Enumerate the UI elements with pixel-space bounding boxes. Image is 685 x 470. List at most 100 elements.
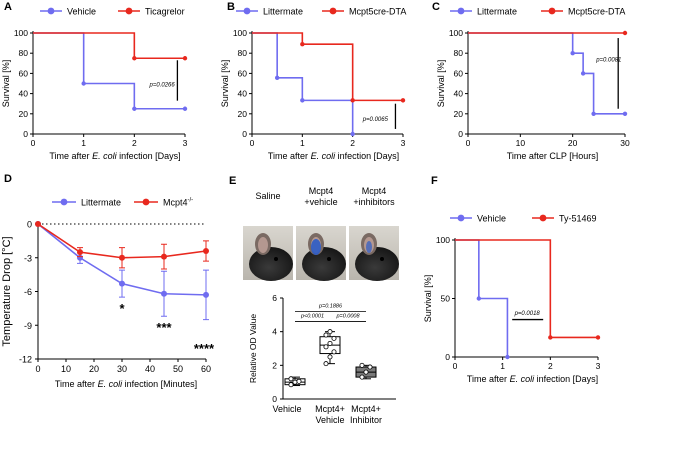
p-value-annotation: p=0.0266 [149, 83, 176, 89]
y-tick-label: 60 [19, 68, 29, 78]
data-point [161, 290, 167, 297]
legend-label: Vehicle [67, 7, 96, 17]
mouse-eye [274, 257, 278, 261]
panel-e: Saline Mcpt4+vehicleMcpt4+inhibitors0246R… [243, 186, 399, 425]
legend-label: Mcpt5cre-DTA [349, 7, 406, 17]
mouse-photo-2 [296, 226, 346, 281]
data-point [359, 374, 365, 380]
legend-label: Ty-51469 [559, 214, 597, 224]
data-point [288, 376, 294, 382]
y-tick-label: 40 [454, 89, 464, 99]
y-tick-label: 100 [436, 235, 450, 245]
data-point [331, 335, 337, 341]
series-line-vehicle [33, 32, 185, 110]
data-point [203, 291, 209, 298]
dye-stain [366, 241, 372, 253]
x-tick-label: 20 [89, 364, 99, 374]
y-tick-label: -9 [24, 321, 32, 331]
panel-d: 0 10 20 30 40 50 60 0 -3 -6 -9 -12 Temperature Drop … [1, 198, 215, 390]
y-tick-label: 20 [454, 109, 464, 119]
data-point [300, 98, 305, 103]
mouse-body [249, 247, 293, 281]
data-point [119, 280, 125, 287]
x-tick-label: 3 [401, 138, 406, 148]
x-tick-label: 3 [596, 361, 601, 371]
data-point [359, 362, 365, 368]
panel-c: 0 10 20 30 0 20 40 60 80 100 Survival [%] Time afte… [436, 7, 630, 162]
x-tick-label: 50 [173, 364, 183, 374]
y-tick-label: 50 [441, 294, 451, 304]
data-point [363, 369, 369, 375]
panel-letter-a: A [4, 1, 12, 13]
data-point [161, 253, 167, 260]
x-tick-label: 3 [183, 138, 188, 148]
data-point [331, 349, 337, 355]
y-tick-label: 80 [19, 48, 29, 58]
y-tick-label: 60 [238, 68, 248, 78]
series-line-littermate [252, 32, 354, 134]
data-point [288, 382, 294, 388]
y-axis-label: Survival [%] [220, 60, 230, 108]
comparison-p-value: p<0.0001 [300, 314, 324, 320]
x-axis-label: Time after E. coli infection [Days] [49, 151, 180, 161]
x-tick-label: Mcpt4+ [351, 404, 381, 414]
data-point [595, 335, 601, 340]
y-axis-label: Survival [%] [423, 275, 433, 323]
y-tick-label: -12 [19, 355, 32, 365]
data-point [400, 98, 406, 103]
y-axis-label: Survival [%] [436, 60, 446, 108]
photo-caption: Mcpt4 [362, 186, 387, 196]
y-axis-label: Relative OD Value [248, 314, 258, 384]
series-line-ticagrelor [33, 32, 185, 60]
x-tick-label: 0 [250, 138, 255, 148]
legend-swatch-dot [457, 214, 465, 222]
panel-letter-f: F [431, 175, 438, 187]
legend-label: Littermate [81, 198, 121, 208]
data-point [505, 354, 510, 360]
y-tick-label: 80 [454, 48, 464, 58]
data-point [622, 30, 628, 36]
legend-swatch-dot [60, 198, 68, 206]
panel-letter-d: D [4, 173, 12, 185]
data-point [327, 354, 333, 360]
panel-letter-c: C [432, 1, 440, 13]
x-tick-label: 0 [453, 361, 458, 371]
mouse-ear-inner [258, 237, 268, 253]
y-tick-label: 0 [445, 352, 450, 362]
y-tick-label: 4 [272, 327, 277, 337]
y-tick-label: 100 [449, 28, 463, 38]
mouse-eye [380, 257, 384, 261]
legend-swatch-dot [548, 7, 556, 15]
legend-label: Mcpt5cre-DTA [568, 7, 625, 17]
mouse-body [355, 247, 399, 281]
p-value-annotation: p=0.0081 [595, 57, 621, 63]
x-tick-label: Inhibitor [350, 415, 382, 425]
y-tick-label: 0 [458, 129, 463, 139]
y-tick-label: 0 [272, 394, 277, 404]
data-point [274, 75, 280, 81]
series-line-mcpt5cre-dta [252, 32, 403, 102]
legend-swatch-dot [539, 214, 547, 222]
x-tick-label: 0 [35, 364, 40, 374]
x-tick-label: 0 [466, 138, 471, 148]
x-tick-label: 1 [81, 138, 86, 148]
series-line-ty-51469 [455, 239, 598, 339]
box-group-1: Vehicle [272, 376, 306, 414]
data-point [81, 81, 86, 86]
mouse-body [302, 247, 346, 281]
dye-stain [311, 239, 321, 255]
x-tick-label: 30 [117, 364, 127, 374]
series-line-vehicle [455, 239, 509, 357]
photo-caption: +vehicle [304, 197, 337, 207]
photo-caption: +inhibitors [353, 197, 395, 207]
y-tick-label: 40 [238, 89, 248, 99]
data-point [323, 361, 329, 367]
data-point [350, 98, 355, 103]
significance-stars: **** [194, 341, 215, 356]
panel-f: 0 1 2 3 0 50 100 Survival [%] Time after E. coli… [423, 214, 601, 385]
x-tick-label: 2 [132, 138, 137, 148]
panel-letter-e: E [229, 175, 236, 187]
mouse-eye [327, 257, 331, 261]
data-point [203, 248, 209, 254]
